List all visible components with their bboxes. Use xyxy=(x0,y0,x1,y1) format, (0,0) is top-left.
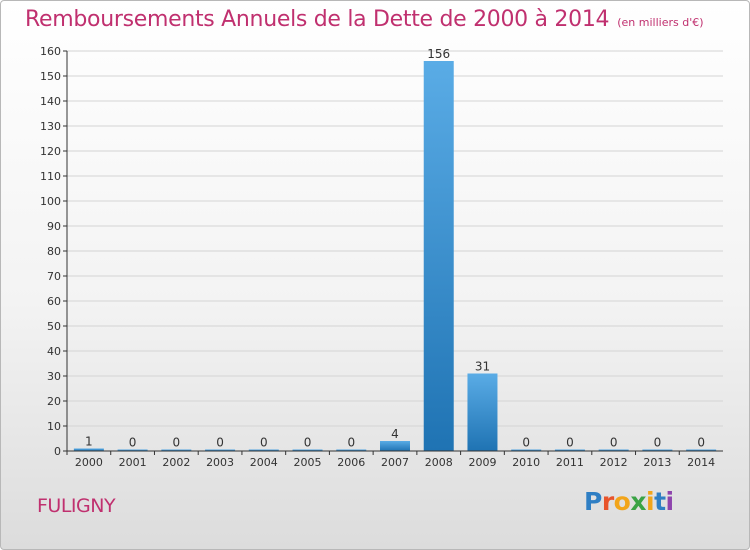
data-label: 0 xyxy=(697,436,705,450)
bar-2006 xyxy=(336,449,367,451)
bar-2000 xyxy=(73,448,104,451)
chart-title-text: Remboursements Annuels de la Dette de 20… xyxy=(25,7,610,32)
data-label: 0 xyxy=(304,436,312,450)
bar-2005 xyxy=(292,449,323,451)
x-tick-label: 2004 xyxy=(250,456,278,469)
data-label: 31 xyxy=(475,360,490,374)
y-tick-label: 130 xyxy=(40,120,61,133)
y-tick-label: 160 xyxy=(40,45,61,58)
logo-letter: P xyxy=(584,487,602,516)
data-label: 156 xyxy=(427,47,450,61)
x-tick-label: 2002 xyxy=(162,456,190,469)
x-tick-label: 2006 xyxy=(337,456,365,469)
y-tick-label: 120 xyxy=(40,145,61,158)
y-tick-label: 150 xyxy=(40,70,61,83)
x-tick-label: 2000 xyxy=(75,456,103,469)
x-tick-label: 2013 xyxy=(643,456,671,469)
data-label: 0 xyxy=(129,436,137,450)
axes: 0102030405060708090100110120130140150160… xyxy=(40,45,723,469)
chart-unit: (en milliers d'€) xyxy=(617,16,704,29)
y-tick-label: 0 xyxy=(54,445,61,458)
gridlines xyxy=(67,50,723,427)
logo-letter: i xyxy=(646,487,655,516)
y-tick-label: 10 xyxy=(47,420,61,433)
data-label: 0 xyxy=(566,436,574,450)
logo-letter: x xyxy=(630,487,646,516)
y-tick-label: 50 xyxy=(47,320,61,333)
bar-2012 xyxy=(598,449,629,451)
data-label: 0 xyxy=(654,436,662,450)
bar-2011 xyxy=(554,449,585,451)
x-tick-label: 2009 xyxy=(468,456,496,469)
bar-2013 xyxy=(642,449,673,451)
bar-2014 xyxy=(686,449,717,451)
data-label: 4 xyxy=(391,427,399,441)
y-tick-label: 110 xyxy=(40,170,61,183)
bar-2001 xyxy=(117,449,148,451)
data-label: 0 xyxy=(173,436,181,450)
y-tick-label: 60 xyxy=(47,295,61,308)
chart-title: Remboursements Annuels de la Dette de 20… xyxy=(25,7,704,32)
y-tick-label: 100 xyxy=(40,195,61,208)
x-tick-label: 2012 xyxy=(600,456,628,469)
data-label: 1 xyxy=(85,435,93,449)
x-tick-label: 2005 xyxy=(294,456,322,469)
y-tick-label: 70 xyxy=(47,270,61,283)
data-label: 0 xyxy=(260,436,268,450)
x-tick-label: 2003 xyxy=(206,456,234,469)
bar-2007 xyxy=(380,441,410,451)
bar-2002 xyxy=(161,449,192,451)
x-tick-label: 2011 xyxy=(556,456,584,469)
data-label: 0 xyxy=(347,436,355,450)
y-tick-label: 140 xyxy=(40,95,61,108)
logo-letter: o xyxy=(613,487,631,516)
logo-letter: r xyxy=(601,487,614,516)
bar-2003 xyxy=(205,449,236,451)
x-tick-label: 2001 xyxy=(119,456,147,469)
x-tick-label: 2007 xyxy=(381,456,409,469)
bar-2004 xyxy=(248,449,279,451)
data-label: 0 xyxy=(522,436,530,450)
logo-letter: i xyxy=(665,487,675,516)
bar-2008 xyxy=(423,61,454,451)
y-tick-label: 30 xyxy=(47,370,61,383)
y-tick-label: 80 xyxy=(47,245,61,258)
data-labels: 1 0 0 0 0 0 0 4 156 31 0 0 0 0 0 xyxy=(85,47,705,450)
bar-2009 xyxy=(467,373,498,451)
data-label: 0 xyxy=(216,436,224,450)
y-tick-label: 20 xyxy=(47,395,61,408)
y-tick-label: 40 xyxy=(47,345,61,358)
bar-2010 xyxy=(511,449,542,451)
data-label: 0 xyxy=(610,436,618,450)
bars xyxy=(73,61,717,451)
commune-name: FULIGNY xyxy=(37,495,116,517)
x-tick-label: 2010 xyxy=(512,456,540,469)
proxiti-logo[interactable]: Proxiti xyxy=(584,487,674,516)
logo-letter: t xyxy=(654,487,666,516)
x-tick-label: 2014 xyxy=(687,456,715,469)
y-tick-label: 90 xyxy=(47,220,61,233)
x-tick-label: 2008 xyxy=(425,456,453,469)
